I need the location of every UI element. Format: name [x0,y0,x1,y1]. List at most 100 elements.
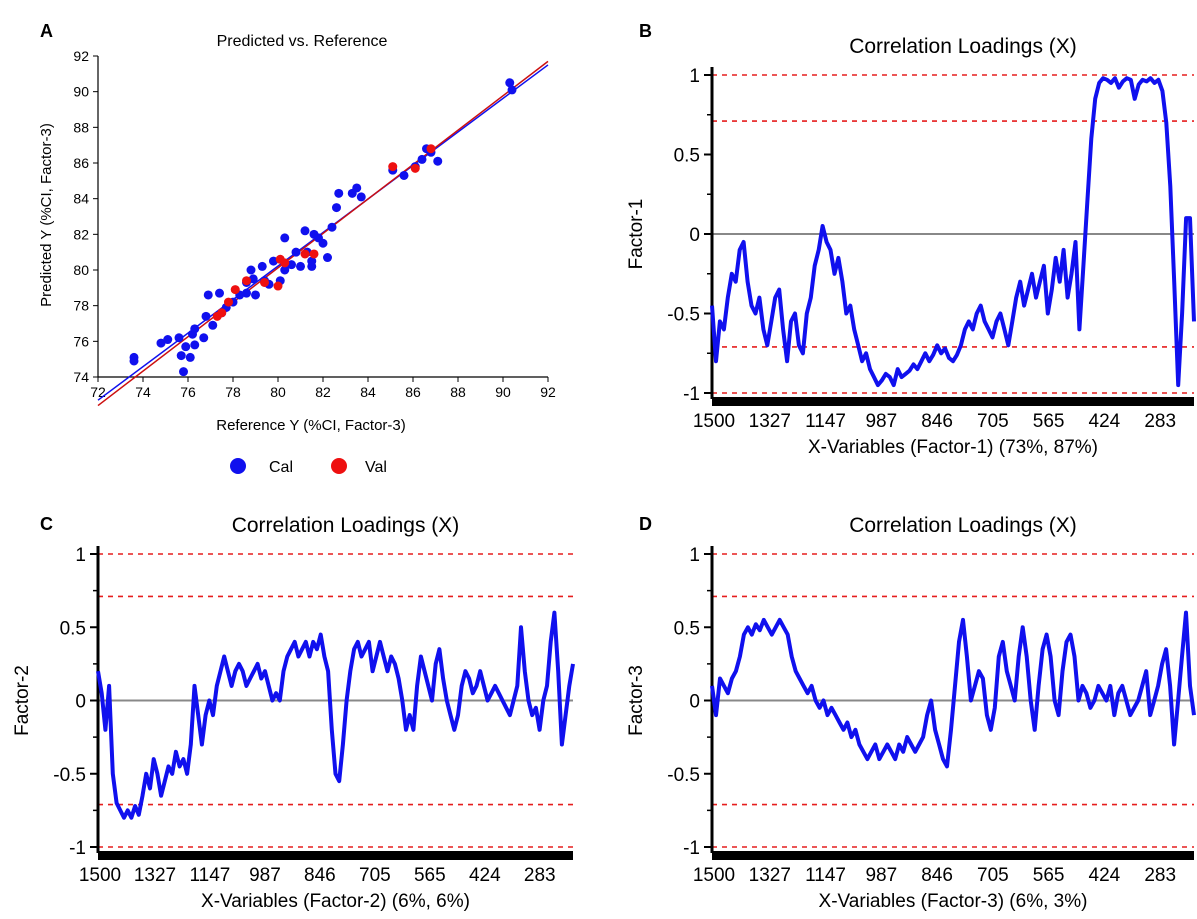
panel-d: D Correlation Loadings (X) -1 -0.5 0 0.5 1 150… [626,514,1196,912]
panel-a-point-val [260,277,269,287]
panel-a-point-cal [190,324,200,334]
panel-a-points [129,78,517,377]
panel-a-point-cal [352,183,362,193]
panel-c-loading-line [96,610,575,820]
panel-a-label: A [40,21,53,41]
panel-d-x-tick-label: 705 [977,865,1009,886]
panel-a-point-cal [257,261,267,271]
panel-d-y-axis-label: Factor-3 [626,665,647,736]
panel-a-y-tick-label: 92 [73,48,89,64]
panel-a-x-tick-label: 92 [540,384,556,400]
panel-a-point-cal [307,256,317,266]
panel-c-y-tick-label: -0.5 [53,765,86,786]
panel-a-point-cal [129,352,139,362]
panel-a-point-val [217,308,227,318]
panel-b-x-tick-label: 283 [1144,411,1176,432]
panel-a-point-val [224,297,233,307]
panel-a-point-val [426,144,436,154]
panel-a-point-cal [323,253,332,263]
panel-a-point-cal [203,290,213,300]
panel-d-y-tick-label: -0.5 [667,765,700,786]
panel-a-x-tick-label: 78 [225,384,241,400]
panel-a-point-cal [433,156,443,166]
panel-d-y-tick-label: 0 [689,692,700,713]
panel-c-y-tick-label: 0.5 [60,618,86,639]
panel-a-point-cal [242,288,251,298]
panel-c-x-axis [98,851,573,860]
panel-b-x-tick-label: 565 [1033,411,1065,432]
panel-a-x-tick-label: 74 [135,384,151,400]
panel-b-x-tick-label: 1327 [749,411,791,432]
panel-a-x-tick-label: 90 [495,384,511,400]
panel-a-point-cal [201,311,211,321]
panel-a-point-cal [334,188,344,198]
panel-d-x-tick-label: 283 [1144,865,1176,886]
panel-d-x-tick-label: 846 [921,865,953,886]
panel-a-point-cal [251,290,260,300]
panel-c-x-tick-label: 424 [469,865,501,886]
panel-a-point-val [280,258,290,268]
panel-a-point-cal [507,85,517,95]
panel-b-x-tick-label: 705 [977,411,1009,432]
panel-a-x-tick-label: 88 [450,384,466,400]
panel-a-point-cal [179,367,188,377]
panel-a-point-cal [417,154,427,164]
panel-b-title: Correlation Loadings (X) [849,35,1077,58]
panel-d-x-tick-label: 1327 [749,865,791,886]
panel-c-label: C [40,514,53,534]
legend-cal-label: Cal [269,459,293,476]
panel-a-point-cal [208,320,218,330]
panel-a-point-cal [287,260,296,270]
panel-b-x-tick-label: 1500 [693,411,735,432]
panel-c-x-tick-label: 565 [414,865,446,886]
panel-c-x-tick-label: 846 [304,865,336,886]
panel-d-x-tick-label: 987 [865,865,897,886]
panel-a-y-tick-label: 78 [73,298,89,314]
panel-a-x-tick-label: 84 [360,384,376,400]
panel-b-loading-line [710,76,1196,388]
panel-c-x-tick-label: 283 [524,865,556,886]
panel-a-point-cal [280,233,290,243]
panel-d-loading-line [710,610,1196,769]
panel-a-point-cal [291,247,301,257]
panel-a-y-tick-label: 90 [73,84,89,100]
panel-c-x-axis-label: X-Variables (Factor-2) (6%, 6%) [201,891,470,912]
panel-a-point-cal [185,352,195,362]
panel-a-point-val [230,285,240,295]
panel-c-y-axis-label: Factor-2 [12,665,33,736]
panel-b-label: B [639,21,652,41]
panel-a-point-val [242,276,251,286]
panel-a-x-tick-label: 76 [180,384,196,400]
panel-a-fit-line-1 [97,60,549,407]
panel-a-point-val [273,281,283,291]
panel-a-x-tick-label: 82 [315,384,331,400]
panel-a-point-cal [296,261,305,271]
panel-d-x-tick-label: 1147 [805,865,846,886]
panel-d-x-axis-label: X-Variables (Factor-3) (6%, 3%) [819,891,1088,912]
panel-c-y-tick-label: -1 [69,838,86,859]
panel-a-point-cal [156,338,166,348]
legend-val-marker [331,458,347,474]
panel-a-point-cal [327,222,337,232]
panel-c-y-tick-label: 1 [75,545,86,566]
panel-a-point-cal [332,203,341,213]
panel-a-x-axis-label: Reference Y (%CI, Factor-3) [216,417,406,434]
panel-b-x-tick-label: 846 [921,411,953,432]
panel-c-x-tick-label: 1500 [79,865,121,886]
panel-b-x-tick-label: 424 [1089,411,1121,432]
panel-a-legend[interactable]: Cal Val [230,458,387,476]
legend-cal-marker [230,458,246,474]
panel-a-point-cal [248,274,258,284]
panel-a-point-cal [176,351,186,361]
panel-b: B Correlation Loadings (X) -1 -0.5 0 0.5 1 150… [626,21,1196,458]
panel-a-point-val [300,249,310,259]
panel-b-y-tick-label: 0.5 [674,146,700,167]
panel-a-point-cal [174,333,184,343]
panel-a-point-cal [356,192,366,202]
panel-a-point-cal [190,340,200,350]
panel-c-x-tick-label: 705 [359,865,391,886]
panel-d-label: D [639,514,652,534]
panel-a-point-cal [505,78,515,88]
panel-d-x-tick-label: 1500 [693,865,735,886]
